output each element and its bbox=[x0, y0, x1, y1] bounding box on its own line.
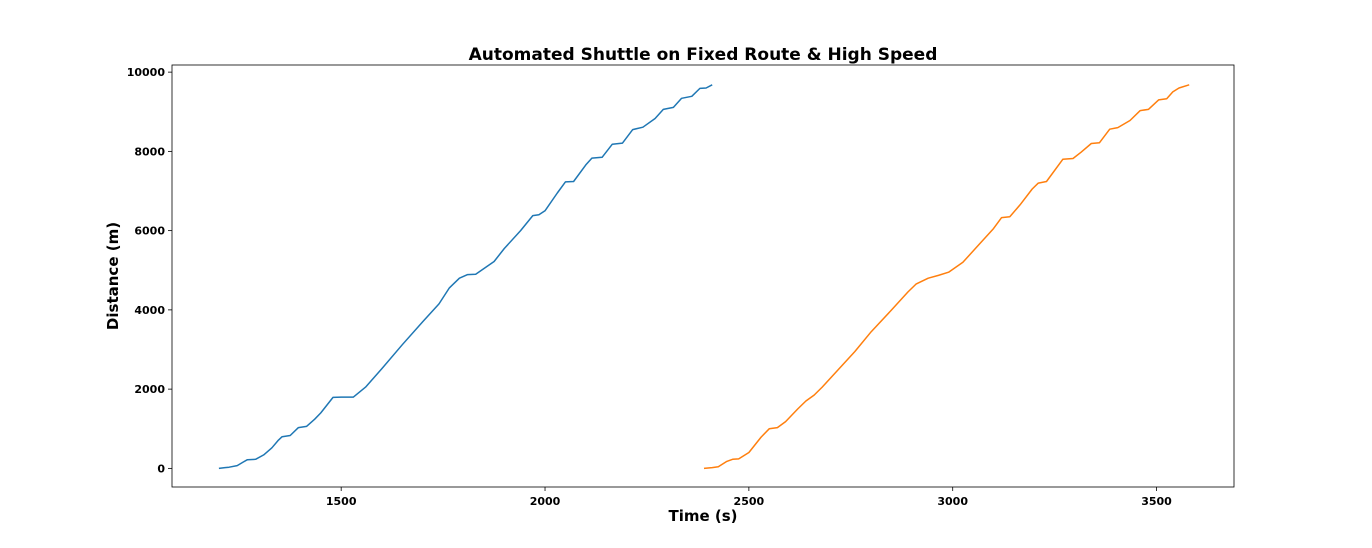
x-tick-label: 1500 bbox=[326, 495, 357, 508]
x-axis: 1500 2000 2500 3000 3500 bbox=[326, 487, 1172, 508]
y-tick-label: 2000 bbox=[134, 383, 165, 396]
y-tick-label: 8000 bbox=[134, 145, 165, 158]
chart-title: Automated Shuttle on Fixed Route & High … bbox=[469, 45, 938, 65]
x-tick-label: 2000 bbox=[530, 495, 561, 508]
x-axis-label: Time (s) bbox=[668, 507, 737, 525]
x-tick-label: 3500 bbox=[1141, 495, 1172, 508]
y-axis: 0 2000 4000 6000 8000 10000 bbox=[127, 66, 172, 475]
y-tick-label: 4000 bbox=[134, 304, 165, 317]
series-line-1 bbox=[218, 84, 713, 470]
y-tick-label: 10000 bbox=[127, 66, 166, 79]
x-tick-label: 3000 bbox=[937, 495, 968, 508]
y-axis-label: Distance (m) bbox=[104, 222, 122, 330]
x-tick-label: 2500 bbox=[734, 495, 765, 508]
series-line-2 bbox=[703, 84, 1190, 470]
y-tick-label: 0 bbox=[157, 462, 165, 475]
series-layer bbox=[218, 84, 1190, 470]
y-tick-label: 6000 bbox=[134, 225, 165, 238]
plot-area-frame bbox=[171, 64, 1235, 488]
